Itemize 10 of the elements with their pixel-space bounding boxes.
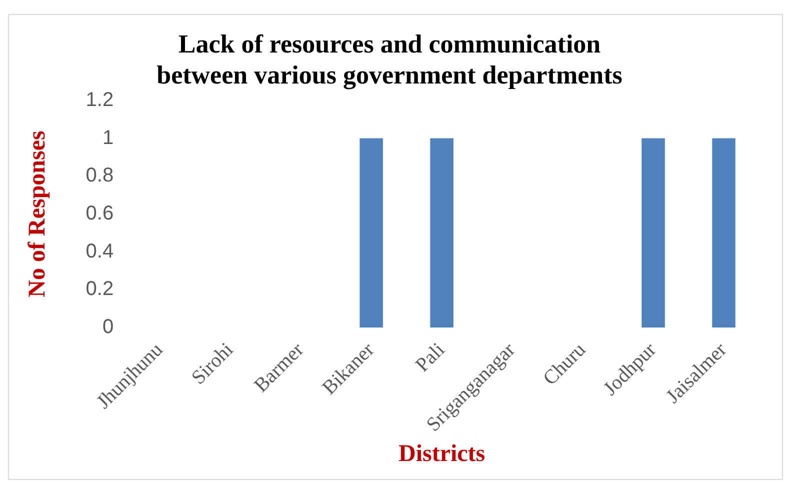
x-axis-title: Districts — [398, 440, 486, 467]
chart-title: Lack of resources and communication between various government departments — [156, 29, 622, 90]
y-tick-label: 1 — [102, 126, 114, 149]
y-tick-label: 1.2 — [86, 88, 114, 111]
y-tick-label: 0.4 — [86, 240, 114, 262]
y-tick-label: 0 — [102, 316, 114, 338]
y-tick-label: 0.2 — [86, 278, 114, 300]
y-tick-label: 0.6 — [86, 202, 114, 224]
y-axis-title: No of Responses — [24, 130, 51, 298]
y-tick-label: 0.8 — [86, 164, 114, 187]
